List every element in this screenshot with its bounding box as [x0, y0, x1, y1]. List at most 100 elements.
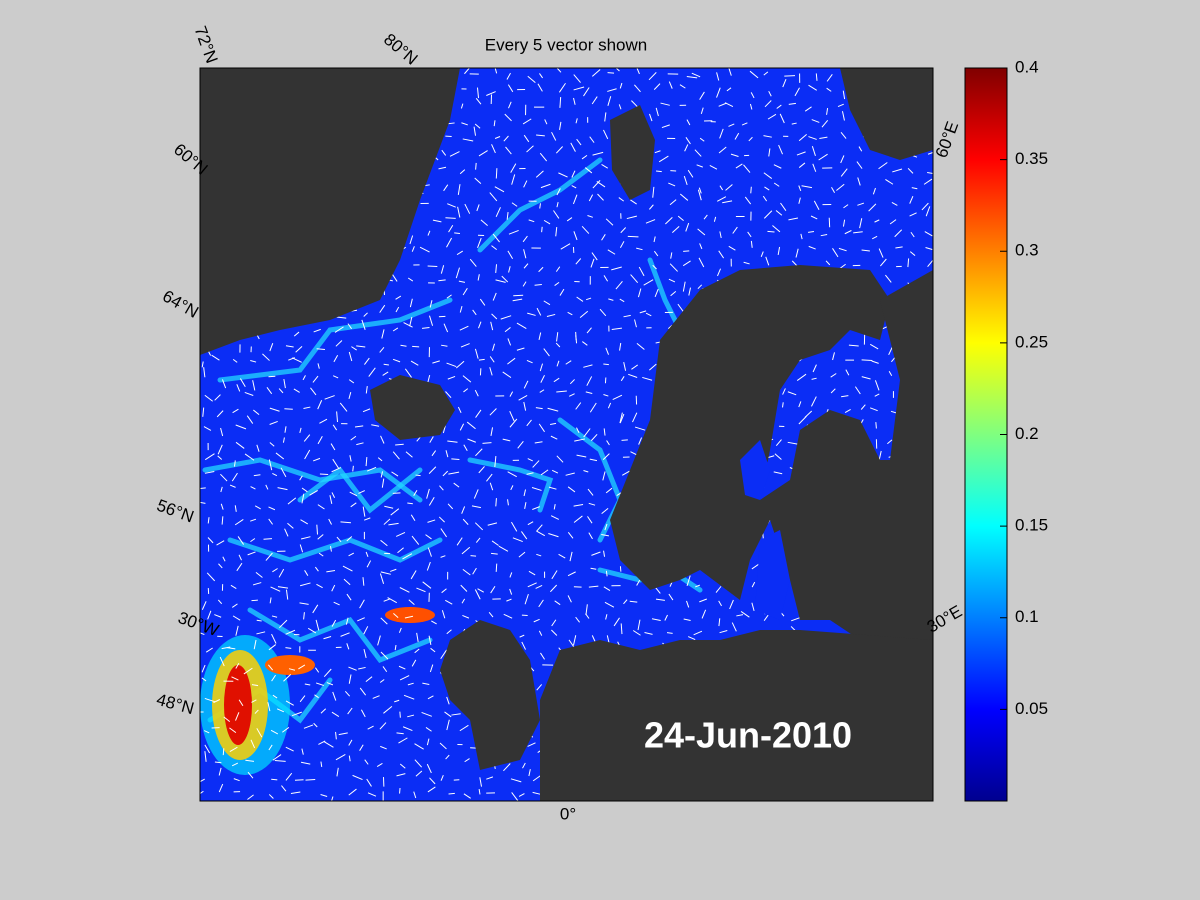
vector [317, 534, 324, 540]
vector [773, 182, 780, 187]
vector [507, 357, 516, 365]
vector [666, 632, 673, 634]
vector [601, 234, 606, 241]
vector [380, 435, 385, 444]
vector [811, 119, 820, 123]
vector [709, 165, 718, 170]
vector [268, 744, 273, 751]
vector [409, 298, 413, 308]
vector [324, 395, 335, 400]
vector [569, 379, 575, 385]
vector [411, 659, 417, 667]
vector [474, 389, 479, 397]
vector [731, 622, 737, 632]
vector [312, 604, 319, 614]
vector [382, 666, 388, 673]
vector [668, 593, 674, 601]
vector [457, 406, 462, 414]
vector [429, 315, 434, 326]
vector [444, 711, 452, 718]
vector [413, 489, 418, 496]
vector [487, 522, 498, 526]
vector [255, 572, 263, 578]
vector [910, 231, 915, 238]
vector [402, 553, 413, 560]
vector [206, 572, 216, 582]
vector [536, 524, 543, 532]
vector [472, 567, 477, 575]
vector [397, 547, 404, 554]
vector [699, 91, 705, 100]
vector [441, 588, 447, 594]
vector [253, 639, 257, 650]
vector [538, 630, 543, 636]
vector [486, 91, 496, 96]
vector [365, 385, 368, 394]
vector [328, 518, 332, 525]
vector [383, 706, 393, 714]
vector [607, 88, 617, 92]
vector [366, 560, 372, 568]
vector [509, 572, 513, 578]
vector [604, 601, 615, 608]
vector [425, 726, 432, 732]
vector [573, 231, 578, 241]
vector [573, 504, 584, 507]
vector [347, 323, 352, 330]
vector [446, 294, 452, 299]
vector [716, 72, 720, 81]
vector [750, 186, 752, 194]
vector [347, 707, 353, 715]
vector [575, 402, 582, 410]
vector [320, 794, 328, 797]
vector [782, 78, 787, 88]
vector [319, 418, 328, 424]
vector [365, 457, 368, 467]
vector [446, 237, 453, 248]
vector [516, 322, 527, 329]
vector [356, 442, 364, 446]
vector [763, 613, 770, 622]
vector [440, 775, 444, 781]
vector [923, 178, 933, 185]
vector [233, 460, 236, 467]
vector [440, 555, 446, 558]
vector [309, 489, 318, 496]
vector [534, 284, 542, 286]
vector [319, 473, 329, 476]
vector [798, 197, 801, 204]
vector [360, 709, 366, 718]
vector [274, 760, 286, 762]
vector [892, 168, 903, 173]
vector [429, 664, 434, 673]
vector [804, 106, 812, 112]
vector [763, 172, 773, 179]
vector [442, 425, 446, 434]
vector [697, 189, 702, 201]
vector [272, 694, 278, 699]
vector [331, 492, 336, 498]
vector [682, 281, 686, 292]
vector [317, 363, 320, 369]
vector [495, 264, 498, 273]
vector [665, 217, 673, 225]
vector [256, 619, 262, 622]
vector [231, 472, 238, 482]
vector [256, 728, 263, 738]
colorbar-tick-label: 0.05 [1015, 699, 1048, 718]
vector [272, 754, 282, 761]
vector [547, 407, 559, 412]
vector [585, 391, 593, 394]
vector [267, 702, 271, 712]
vector [363, 648, 367, 659]
vector [231, 676, 239, 681]
vector [644, 632, 653, 635]
vector [419, 246, 430, 253]
vector [719, 185, 724, 191]
vector [798, 185, 802, 192]
vector [618, 197, 625, 202]
vector [381, 329, 385, 339]
vector [634, 426, 646, 431]
vector [285, 345, 294, 348]
vector [536, 134, 545, 137]
